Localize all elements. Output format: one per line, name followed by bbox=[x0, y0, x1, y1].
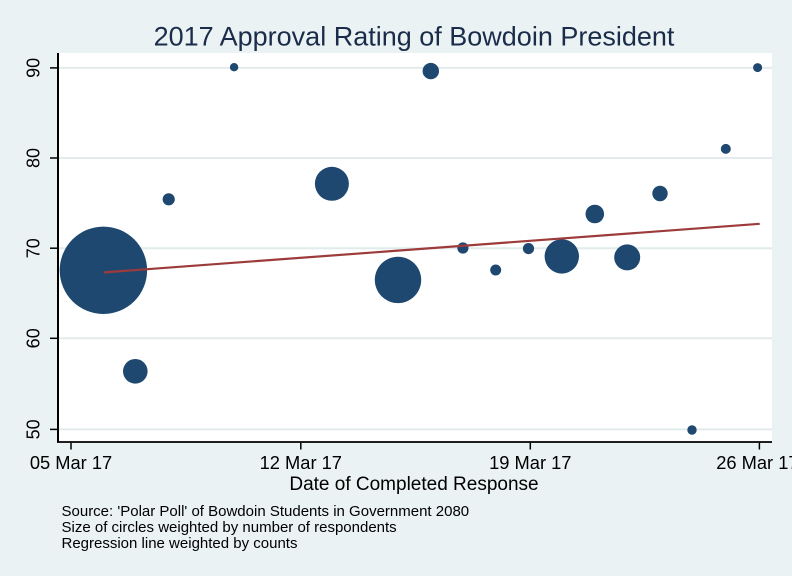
svg-text:50: 50 bbox=[23, 419, 43, 439]
svg-text:Regression line weighted by co: Regression line weighted by counts bbox=[62, 535, 298, 552]
svg-text:90: 90 bbox=[23, 58, 43, 78]
svg-text:60: 60 bbox=[23, 328, 43, 348]
svg-text:12 Mar 17: 12 Mar 17 bbox=[260, 452, 342, 473]
svg-text:Date of Completed Response: Date of Completed Response bbox=[289, 474, 538, 495]
svg-text:80: 80 bbox=[23, 148, 43, 168]
svg-text:05 Mar 17: 05 Mar 17 bbox=[30, 452, 112, 473]
svg-text:Source: 'Polar Poll' of Bowdoi: Source: 'Polar Poll' of Bowdoin Students… bbox=[62, 503, 470, 520]
svg-text:19 Mar 17: 19 Mar 17 bbox=[489, 452, 571, 473]
svg-text:2017 Approval Rating of Bowdoi: 2017 Approval Rating of Bowdoin Presiden… bbox=[154, 22, 675, 52]
svg-text:Size of circles weighted by nu: Size of circles weighted by number of re… bbox=[62, 519, 397, 536]
svg-text:26 Mar 17: 26 Mar 17 bbox=[716, 452, 792, 473]
svg-text:70: 70 bbox=[23, 238, 43, 258]
